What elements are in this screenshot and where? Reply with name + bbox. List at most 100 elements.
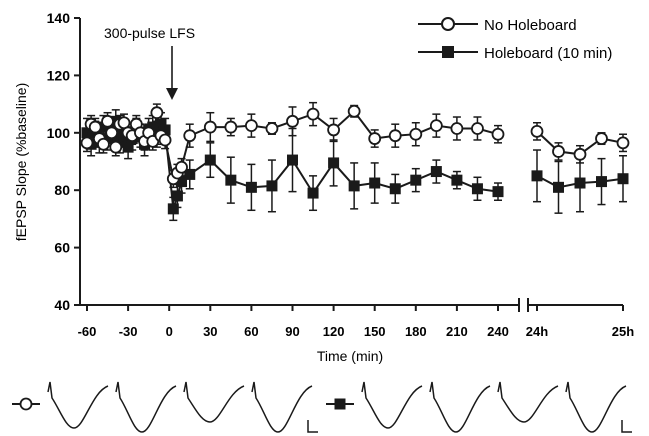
fepsp-trace [361,381,423,429]
data-point [348,180,360,192]
data-point [245,181,257,193]
y-tick-label: 100 [47,125,71,141]
x-ticks: -60 -30 0 30 60 90 120 150 180 210 240 24h 25h [78,305,634,339]
data-point [266,180,278,192]
x-tick-label: 90 [285,324,299,339]
data-point [102,133,114,145]
data-point [451,174,463,186]
data-point [225,174,237,186]
trace-group-no-holeboard [12,381,318,433]
data-point [150,106,164,120]
x-tick-label: 180 [405,324,427,339]
data-point [616,136,630,150]
data-point [171,190,183,202]
data-point [389,183,401,195]
y-tick-label: 80 [54,182,70,198]
data-point [184,168,196,180]
fepsp-trace [251,381,313,433]
x-tick-label: 30 [203,324,217,339]
x-tick-label: 210 [446,324,468,339]
data-point [306,107,320,121]
data-point [573,147,587,161]
series-layer [80,101,630,222]
data-point [596,176,607,188]
y-tick-label: 60 [54,240,70,256]
data-point [167,203,179,215]
x-tick-label: -30 [119,324,138,339]
data-point [286,114,299,128]
data-point [80,136,94,150]
data-point [617,173,629,185]
data-point [595,132,608,145]
data-point [553,181,564,193]
y-tick-label: 140 [47,10,71,26]
lfs-arrow-head [166,88,178,100]
data-point [204,154,216,166]
x-tick-label: 25h [612,324,634,339]
data-point [97,121,109,133]
data-point [114,135,126,147]
fepsp-traces [12,381,632,433]
fepsp-trace [565,381,627,433]
axis-break [518,298,529,312]
data-point [88,120,102,134]
fepsp-trace [429,381,491,433]
data-point [388,129,402,143]
data-point [471,122,484,135]
data-point [410,174,422,186]
data-point [369,177,381,189]
data-point [531,170,543,182]
data-point [530,124,544,138]
data-point [147,121,159,133]
x-tick-label: 240 [487,324,509,339]
data-point [97,137,110,151]
axes [79,18,623,312]
legend-label-no-holeboard: No Holeboard [484,17,577,34]
data-point [122,141,134,153]
data-point [327,123,341,137]
data-point [183,129,197,143]
x-tick-label: 150 [364,324,386,339]
y-tick-label: 40 [54,297,70,313]
lfs-annotation: 300-pulse LFS [104,25,195,100]
open-circle-marker-icon [19,397,33,411]
legend-item-holeboard: Holeboard (10 min) [418,45,612,62]
data-point [176,176,188,188]
fepsp-trace [183,381,245,423]
data-point [109,140,123,154]
data-point [491,127,505,141]
trace-group-holeboard [326,381,632,433]
data-point [265,122,279,135]
data-point [409,127,423,141]
data-point [368,132,382,145]
data-point [287,154,298,166]
y-tick-label: 120 [47,67,71,83]
data-point [574,177,586,189]
data-point [101,114,114,128]
filled-square-marker-icon [442,46,454,58]
data-point [328,157,340,169]
data-point [471,183,483,195]
x-tick-label: 24h [526,324,548,339]
data-point [224,120,238,134]
data-point [430,166,442,178]
lfs-annotation-label: 300-pulse LFS [104,25,195,41]
data-point [307,187,319,199]
data-point [158,133,172,147]
fepsp-trace [47,381,109,429]
data-point [81,127,93,139]
fepsp-trace [115,381,177,433]
y-axis-label: fEPSP Slope (%baseline) [13,83,29,242]
data-point [159,124,171,136]
fepsp-trace [497,381,559,423]
legend: No Holeboard Holeboard (10 min) [418,17,612,62]
x-axis-label: Time (min) [317,348,383,364]
data-point [429,119,443,133]
data-point [552,145,565,158]
x-tick-label: 60 [244,324,258,339]
x-tick-label: 0 [166,324,173,339]
data-point [492,186,504,198]
data-point [175,160,188,174]
y-ticks: 40 60 80 100 120 140 [47,10,80,313]
